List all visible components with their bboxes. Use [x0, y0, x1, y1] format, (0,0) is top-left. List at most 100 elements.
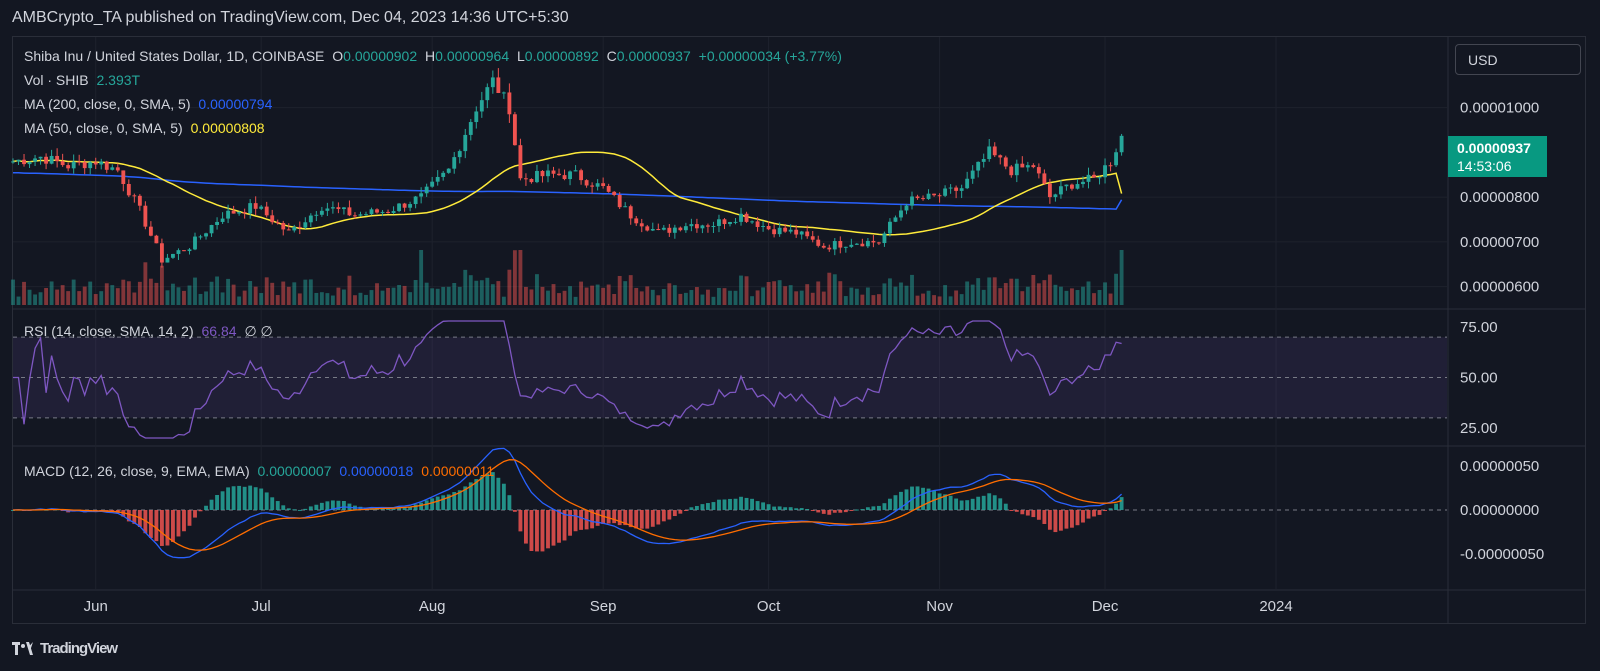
candle-body [60, 161, 65, 166]
candle-body [1103, 165, 1107, 178]
volume-bar [22, 281, 26, 305]
publisher-header: AMBCrypto_TA published on TradingView.co… [12, 9, 569, 26]
macd-histogram-bar [998, 498, 1003, 510]
ma200-legend[interactable]: MA (200, close, 0, SMA, 5) 0.00000794 [24, 96, 276, 112]
rsi-label: RSI (14, close, SMA, 14, 2) [24, 323, 194, 339]
volume-bar [739, 275, 743, 305]
volume-bar [992, 277, 997, 305]
candle-body [375, 209, 379, 213]
rsi-value: 66.84 [201, 323, 237, 339]
macd-histogram-bar [606, 510, 611, 524]
close-value: 0.00000937 [616, 48, 691, 64]
macd-legend[interactable]: MACD (12, 26, close, 9, EMA, EMA) 0.0000… [24, 463, 498, 479]
candle-body [617, 194, 622, 208]
macd-histogram-bar [1103, 510, 1107, 511]
candle-body [204, 233, 208, 237]
candle-body [606, 186, 611, 192]
macd-histogram-bar [882, 503, 887, 510]
candle-body [248, 203, 253, 214]
time-tick-label: Oct [757, 598, 781, 615]
volume-bar [259, 293, 264, 305]
candle-body [430, 181, 435, 187]
volume-bar [832, 274, 837, 305]
candle-body [115, 167, 120, 171]
volume-bar [788, 285, 793, 305]
time-tick-label: Nov [926, 598, 953, 615]
candle-body [1047, 183, 1052, 198]
symbol-name[interactable]: Shiba Inu / United States Dollar, 1D, CO… [24, 48, 325, 64]
candle-body [926, 193, 931, 199]
macd-histogram-bar [838, 510, 843, 513]
volume-bar [479, 280, 484, 305]
macd-histogram-bar [220, 491, 225, 510]
macd-histogram-bar [656, 510, 661, 525]
candle-body [154, 235, 159, 244]
high-value: 0.00000964 [435, 48, 510, 64]
footer-brand[interactable]: TradingView [12, 640, 118, 657]
candle-body [121, 170, 126, 184]
candle-body [1119, 135, 1124, 153]
macd-histogram-bar [601, 510, 606, 525]
price-tick-label: 0.00000600 [1460, 279, 1539, 296]
macd-histogram-bar [264, 492, 269, 510]
candle-body [341, 207, 346, 210]
volume-bar [60, 285, 65, 305]
volume-bar [419, 250, 424, 305]
volume-bar [380, 290, 385, 305]
candle-body [424, 186, 429, 194]
candle-body [22, 159, 26, 165]
macd-histogram-bar [501, 483, 506, 510]
candle-body [165, 257, 170, 263]
volume-bar [772, 281, 777, 305]
macd-histogram-bar [810, 510, 815, 511]
candle-body [981, 159, 986, 162]
candle-body [557, 173, 561, 176]
candle-body [82, 162, 87, 169]
volume-legend[interactable]: Vol · SHIB 2.393T [24, 72, 144, 88]
macd-histogram-bar [1058, 510, 1063, 531]
macd-histogram-bar [639, 510, 644, 529]
candle-body [441, 172, 446, 177]
macd-histogram-bar [987, 493, 992, 510]
candle-body [369, 209, 374, 215]
candle-body [281, 222, 286, 230]
ma50-value: 0.00000808 [190, 120, 265, 136]
candle-body [507, 92, 512, 115]
candle-body [231, 210, 236, 214]
candle-body [501, 92, 506, 94]
ma50-legend[interactable]: MA (50, close, 0, SMA, 5) 0.00000808 [24, 120, 269, 136]
candle-body [783, 227, 788, 232]
macd-histogram-bar [226, 487, 231, 510]
volume-bar [110, 285, 115, 305]
volume-bar [386, 287, 390, 305]
candle-body [827, 247, 832, 250]
volume-bar [639, 291, 644, 305]
macd-histogram-bar [330, 500, 335, 510]
last-price-tag: 0.00000937 14:53:06 [1448, 136, 1547, 177]
volume-bar [1009, 278, 1014, 305]
rsi-legend[interactable]: RSI (14, close, SMA, 14, 2) 66.84 ∅ ∅ [24, 323, 277, 340]
macd-histogram-bar [209, 499, 214, 510]
macd-histogram-bar [943, 494, 948, 510]
volume-bar [783, 286, 788, 305]
macd-histogram-bar [750, 498, 754, 510]
currency-selector[interactable]: USD [1455, 44, 1581, 75]
volume-bar [827, 272, 832, 305]
macd-histogram-bar [992, 495, 997, 510]
macd-histogram-bar [976, 496, 981, 510]
candle-body [159, 243, 164, 263]
macd-histogram-bar [899, 491, 903, 510]
volume-label: Vol · SHIB [24, 72, 89, 88]
volume-bar [33, 294, 37, 305]
macd-histogram-bar [551, 510, 556, 546]
volume-bar [628, 275, 633, 305]
macd-tick-label: -0.00000050 [1460, 546, 1544, 563]
candle-body [888, 221, 892, 234]
candle-body [678, 227, 683, 231]
macd-histogram-bar [1092, 510, 1096, 517]
volume-bar [1092, 293, 1096, 305]
candle-body [628, 206, 633, 219]
macd-histogram-bar [237, 485, 242, 510]
volume-bar [937, 296, 942, 305]
